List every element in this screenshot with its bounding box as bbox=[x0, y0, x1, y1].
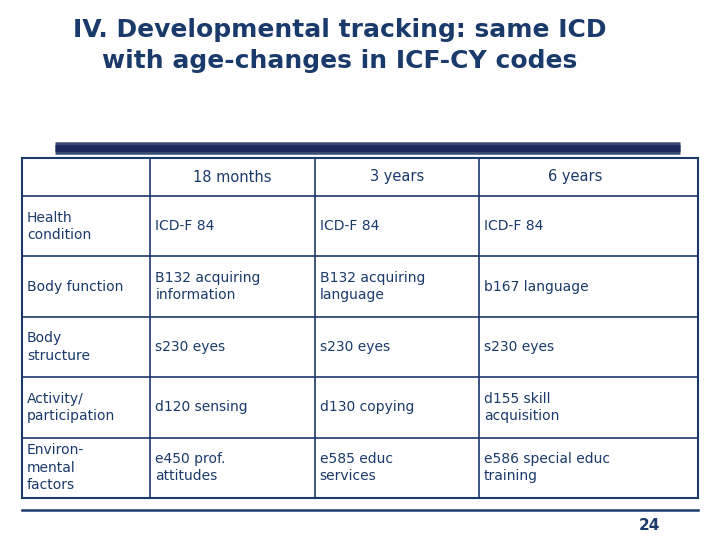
Text: B132 acquiring
information: B132 acquiring information bbox=[156, 271, 261, 302]
Text: IV. Developmental tracking: same ICD
with age-changes in ICF-CY codes: IV. Developmental tracking: same ICD wit… bbox=[73, 18, 607, 73]
Text: Activity/
participation: Activity/ participation bbox=[27, 392, 115, 423]
Text: ICD-F 84: ICD-F 84 bbox=[320, 219, 379, 233]
Text: b167 language: b167 language bbox=[484, 280, 589, 294]
Text: 6 years: 6 years bbox=[548, 170, 602, 185]
Text: 24: 24 bbox=[639, 517, 660, 532]
Text: ICD-F 84: ICD-F 84 bbox=[156, 219, 215, 233]
Bar bbox=[22, 158, 698, 498]
Text: Environ-
mental
factors: Environ- mental factors bbox=[27, 443, 84, 492]
Text: d155 skill
acquisition: d155 skill acquisition bbox=[484, 392, 559, 423]
Text: e586 special educ
training: e586 special educ training bbox=[484, 452, 610, 483]
Text: Health
condition: Health condition bbox=[27, 211, 91, 242]
Text: Body function: Body function bbox=[27, 280, 123, 294]
Text: d120 sensing: d120 sensing bbox=[156, 400, 248, 414]
Text: 3 years: 3 years bbox=[369, 170, 424, 185]
Text: s230 eyes: s230 eyes bbox=[320, 340, 390, 354]
Text: 18 months: 18 months bbox=[194, 170, 272, 185]
Text: d130 copying: d130 copying bbox=[320, 400, 414, 414]
Text: e450 prof.
attitudes: e450 prof. attitudes bbox=[156, 452, 226, 483]
Text: s230 eyes: s230 eyes bbox=[484, 340, 554, 354]
Text: ICD-F 84: ICD-F 84 bbox=[484, 219, 544, 233]
Text: e585 educ
services: e585 educ services bbox=[320, 452, 392, 483]
Text: s230 eyes: s230 eyes bbox=[156, 340, 225, 354]
Text: Body
structure: Body structure bbox=[27, 332, 90, 363]
Text: B132 acquiring
language: B132 acquiring language bbox=[320, 271, 425, 302]
